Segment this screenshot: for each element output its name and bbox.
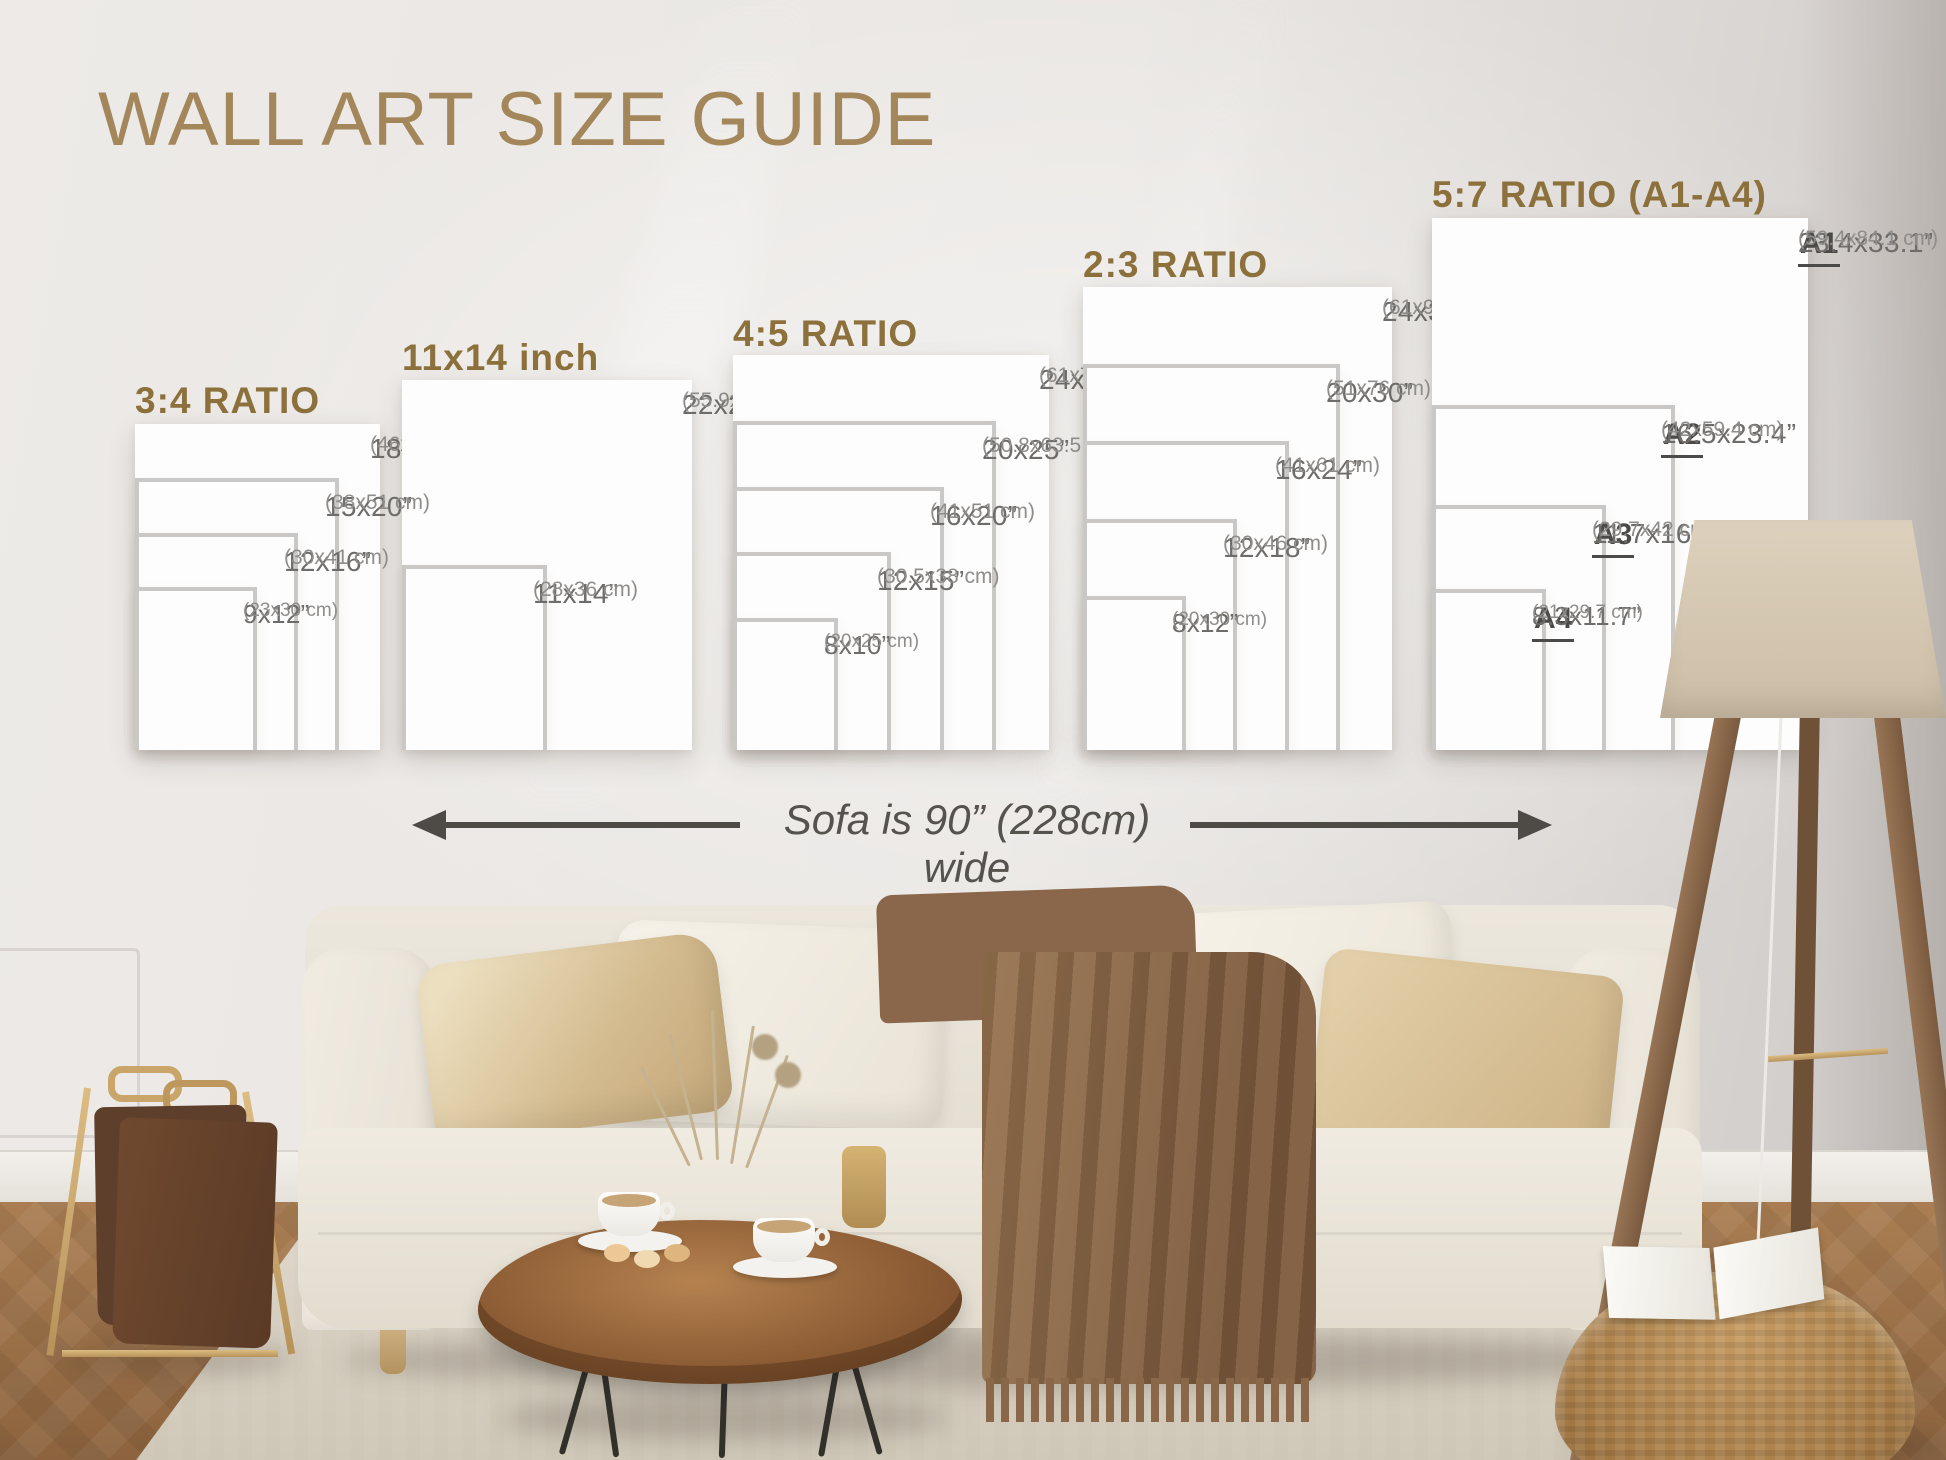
group-heading-11x14: 11x14 inch	[402, 337, 600, 378]
sofa-leg	[380, 1322, 406, 1374]
size-inches: 16x24”	[1275, 454, 1363, 485]
arrow-line-right	[1190, 822, 1518, 828]
poster-11x14: 11x14” (28x36 cm)	[402, 565, 638, 750]
size-cm: (41x61 cm)	[1275, 454, 1381, 477]
rack-shadow	[64, 1344, 294, 1374]
poster-8x10: 8x10” (20x25 cm)	[733, 618, 919, 750]
dried-seedhead	[775, 1062, 801, 1088]
wall-panel-molding	[0, 948, 140, 1138]
size-inches: 8x12”	[1172, 608, 1239, 638]
arrow-left-icon	[412, 810, 446, 840]
size-inches: 15x20”	[325, 491, 413, 522]
coffee-table	[478, 1220, 962, 1384]
paper-size-label: A1	[1798, 226, 1841, 267]
size-inches: 12x16”	[284, 546, 372, 577]
size-inches: 23.4x33.1”	[1798, 227, 1934, 258]
dried-seedhead	[752, 1034, 778, 1060]
group-heading-3-4: 3:4 RATIO	[135, 380, 321, 421]
macaron	[604, 1244, 630, 1262]
rack-leather-sling-front	[112, 1117, 278, 1349]
coffee-surface	[602, 1194, 656, 1207]
throw-blanket-fringe	[986, 1378, 1312, 1422]
size-inches: 16x20”	[930, 500, 1018, 531]
arrow-line-left	[446, 822, 740, 828]
sofa-width-note: Sofa is 90” (228cm) wide	[783, 796, 1151, 891]
group-heading-4-5: 4:5 RATIO	[733, 313, 919, 354]
size-inches: 20x25”	[982, 434, 1070, 465]
size-cm: (30.5x38 cm)	[877, 565, 1000, 588]
size-cm: (30x41 cm)	[284, 546, 390, 569]
poster-9x12: 9x12” (23x30 cm)	[135, 587, 338, 750]
book-page-left	[1602, 1246, 1716, 1320]
vase	[842, 1146, 886, 1228]
size-inches: 9x12”	[243, 599, 310, 629]
poster-a4: A4 8.3x11.7” (21x29.7 cm)	[1432, 589, 1643, 750]
throw-blanket	[982, 952, 1316, 1384]
cup-handle	[814, 1228, 830, 1246]
size-inches: 12x15”	[877, 565, 965, 596]
size-inches: 12x18”	[1223, 532, 1311, 563]
book-page-right	[1713, 1227, 1825, 1320]
lamp-shade	[1660, 520, 1946, 718]
size-cm: (30x46 cm)	[1223, 532, 1329, 555]
size-cm: (20x30 cm)	[1172, 609, 1268, 630]
macaron	[634, 1250, 660, 1268]
size-inches: 16.5x23.4”	[1661, 418, 1797, 449]
coffee-surface	[757, 1220, 811, 1233]
cup-handle	[659, 1202, 675, 1220]
size-cm: (20x25 cm)	[824, 631, 920, 652]
group-heading-5-7: 5:7 RATIO (A1-A4)	[1432, 174, 1767, 215]
paper-size-label: A2	[1661, 417, 1704, 458]
poster-8x12: 8x12” (20x30 cm)	[1083, 596, 1267, 750]
macaron	[664, 1244, 690, 1262]
coffee-cup	[753, 1218, 830, 1262]
page-title: WALL ART SIZE GUIDE	[98, 77, 937, 162]
size-cm: (21x29.7 cm)	[1532, 602, 1643, 623]
paper-size-label: A3	[1592, 517, 1635, 558]
paper-size-label: A4	[1532, 601, 1575, 642]
size-inches: 8x10”	[824, 630, 891, 660]
size-cm: (42x59.4 cm)	[1661, 418, 1784, 441]
pillow-beige-velvet	[415, 930, 735, 1146]
size-inches: 8.3x11.7”	[1532, 601, 1642, 631]
size-cm: (23x30 cm)	[243, 600, 339, 621]
saucer	[733, 1256, 837, 1278]
size-cm: (29.7x42 cm)	[1592, 518, 1715, 541]
arrow-right-icon	[1518, 810, 1552, 840]
group-heading-2-3: 2:3 RATIO	[1083, 244, 1269, 285]
coffee-cup	[598, 1192, 675, 1236]
rack-base-bar	[62, 1350, 278, 1357]
size-inches: 20x30”	[1326, 377, 1414, 408]
size-cm: (38x51 cm)	[325, 491, 431, 514]
size-cm: (28x36 cm)	[533, 578, 639, 601]
size-inches: 11x14”	[533, 578, 619, 609]
size-cm: (41x51 cm)	[930, 500, 1036, 523]
saucer	[578, 1230, 682, 1252]
size-cm: (59.4x84.1 cm)	[1798, 227, 1939, 250]
size-cm: (51x76 cm)	[1326, 377, 1432, 400]
